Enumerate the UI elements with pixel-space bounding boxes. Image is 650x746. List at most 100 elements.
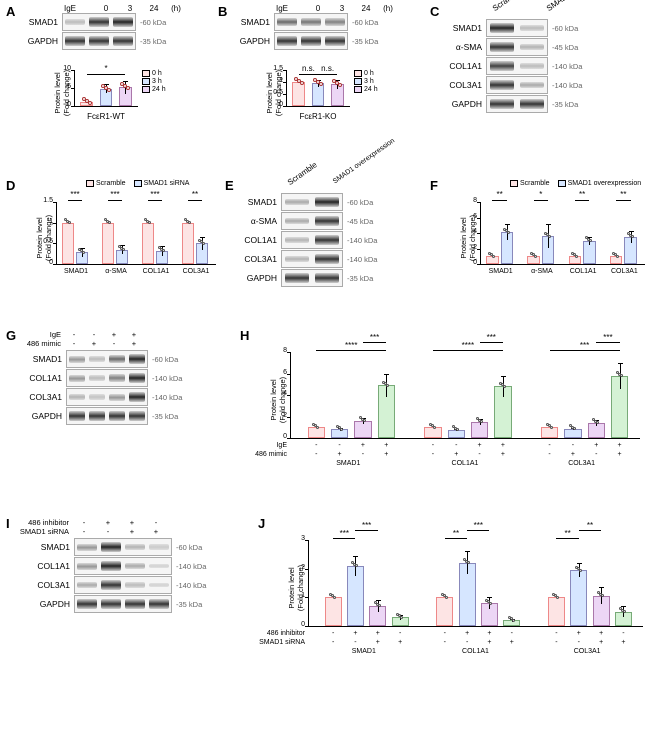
blot-row: COL3A1-140 kDa — [6, 388, 226, 406]
kda-label: -35 kDa — [352, 37, 378, 46]
y-axis-label: Protein level (Fold change) — [287, 558, 305, 618]
kda-label: -60 kDa — [347, 198, 373, 207]
y-axis-label: Protein level (Fold change) — [53, 63, 71, 123]
panel-a-chart: 0510Protein level (Fold change)FcεR1-WT0… — [48, 56, 188, 128]
bar — [182, 223, 194, 264]
blot-lanes — [62, 32, 136, 50]
kda-label: -60 kDa — [140, 18, 166, 27]
panel-f-label: F — [430, 178, 438, 193]
kda-label: -140 kDa — [552, 81, 582, 90]
blot-lanes — [281, 250, 343, 268]
panel-c-blots: SMAD1-60 kDaα-SMA-45 kDaCOL1A1-140 kDaCO… — [442, 19, 640, 113]
blot-row: COL1A1-140 kDa — [6, 557, 236, 575]
bar — [308, 427, 326, 438]
y-axis-label: Protein level (Fold change) — [269, 370, 287, 430]
blot-lanes — [74, 538, 172, 556]
blot-row: α-SMA-45 kDa — [442, 38, 640, 56]
panel-c-label: C — [430, 4, 439, 19]
panel-f-chart: 02468Protein level (Fold change)SMAD1**α… — [454, 182, 649, 292]
kda-label: -60 kDa — [552, 24, 578, 33]
protein-label: α-SMA — [237, 216, 279, 226]
blot-row: GAPDH-35 kDa — [237, 269, 435, 287]
protein-label: SMAD1 — [18, 17, 60, 27]
protein-label: GAPDH — [18, 36, 60, 46]
panel-c: C Scramble SMAD1 siRNA SMAD1-60 kDaα-SMA… — [430, 4, 640, 113]
legend: 0 h3 h24 h — [142, 70, 166, 94]
protein-label: SMAD1 — [6, 354, 64, 364]
panel-j: J 0123Protein level (Fold change)SMAD1**… — [258, 516, 643, 660]
protein-label: GAPDH — [6, 411, 64, 421]
blot-row: COL3A1-140 kDa — [237, 250, 435, 268]
kda-label: -140 kDa — [152, 393, 182, 402]
protein-label: SMAD1 — [237, 197, 279, 207]
blot-lanes — [274, 13, 348, 31]
panel-h: H 02468Protein level (Fold change)SMAD1*… — [240, 328, 640, 472]
blot-row: GAPDH-35 kDa — [18, 32, 206, 50]
protein-label: COL1A1 — [6, 373, 64, 383]
bar — [325, 597, 342, 626]
protein-label: COL3A1 — [442, 80, 484, 90]
kda-label: -140 kDa — [176, 562, 206, 571]
panel-e: E Scramble SMAD1 overexpression SMAD1-60… — [225, 178, 435, 287]
protein-label: COL3A1 — [237, 254, 279, 264]
panel-i-blots: SMAD1-60 kDaCOL1A1-140 kDaCOL3A1-140 kDa… — [6, 538, 236, 613]
condition-row: 486 mimic-+-+ — [6, 339, 226, 348]
panel-g-conditions: IgE--++486 mimic-+-+ — [6, 330, 226, 348]
legend: ScrambleSMAD1 siRNA — [86, 180, 189, 188]
blot-lanes — [74, 576, 172, 594]
blot-lanes — [281, 231, 343, 249]
kda-label: -140 kDa — [347, 236, 377, 245]
panel-h-chart: 02468Protein level (Fold change)SMAD1***… — [264, 332, 644, 472]
protein-label: SMAD1 — [442, 23, 484, 33]
protein-label: COL1A1 — [237, 235, 279, 245]
blot-row: SMAD1 -60 kDa — [442, 19, 640, 37]
panel-d: D 00.511.5Protein level (Fold change)SMA… — [6, 178, 216, 292]
y-axis-label: Protein level (Fold change) — [265, 63, 283, 123]
blot-lanes — [281, 193, 343, 211]
bar — [541, 427, 559, 438]
kda-label: -60 kDa — [152, 355, 178, 364]
panel-e-label: E — [225, 178, 234, 193]
blot-row: SMAD1-60 kDa — [6, 538, 236, 556]
blot-lanes — [486, 95, 548, 113]
panel-j-label: J — [258, 516, 265, 531]
kda-label: -140 kDa — [152, 374, 182, 383]
panel-g: G IgE--++486 mimic-+-+ SMAD1-60 kDaCOL1A… — [6, 328, 226, 425]
panel-b-label: B — [218, 4, 227, 19]
blot-row: COL1A1-140 kDa — [442, 57, 640, 75]
protein-label: α-SMA — [442, 42, 484, 52]
panel-f: F 02468Protein level (Fold change)SMAD1*… — [430, 178, 645, 292]
kda-label: -35 kDa — [152, 412, 178, 421]
blot-row: GAPDH-35 kDa — [230, 32, 418, 50]
panel-a-blots: SMAD1 -60 kDa GAPDH-35 kDa — [18, 13, 206, 50]
legend: 0 h3 h24 h — [354, 70, 378, 94]
panel-d-label: D — [6, 178, 15, 193]
condition-row: IgE--++ — [6, 330, 226, 339]
panel-b-header: IgE 0 3 24 (h) — [276, 4, 418, 13]
bar — [436, 597, 453, 626]
bar — [424, 427, 442, 438]
blot-row: COL3A1 -140 kDa — [442, 76, 640, 94]
blot-row: GAPDH -35 kDa — [6, 407, 226, 425]
bar — [292, 82, 305, 106]
y-axis-label: Protein level (Fold change) — [459, 208, 477, 268]
blot-lanes — [74, 595, 172, 613]
blot-row: COL1A1 -140 kDa — [6, 369, 226, 387]
protein-label: SMAD1 — [230, 17, 272, 27]
blot-row: α-SMA-45 kDa — [237, 212, 435, 230]
panel-a-label: A — [6, 4, 15, 19]
blot-lanes — [62, 13, 136, 31]
bar — [102, 223, 114, 264]
blot-row: SMAD1 -60 kDa — [18, 13, 206, 31]
panel-j-chart: 0123Protein level (Fold change)SMAD1****… — [282, 520, 647, 660]
protein-label: COL1A1 — [442, 61, 484, 71]
protein-label: SMAD1 — [6, 542, 72, 552]
protein-label: GAPDH — [6, 599, 72, 609]
panel-b-blots: SMAD1-60 kDaGAPDH-35 kDa — [230, 13, 418, 50]
panel-c-col1: SMAD1 siRNA — [545, 0, 593, 13]
y-axis-label: Protein level (Fold change) — [35, 208, 53, 268]
blot-lanes — [486, 38, 548, 56]
condition-row: SMAD1 siRNA--++ — [6, 527, 236, 536]
protein-label: GAPDH — [237, 273, 279, 283]
blot-row: COL3A1-140 kDa — [6, 576, 236, 594]
